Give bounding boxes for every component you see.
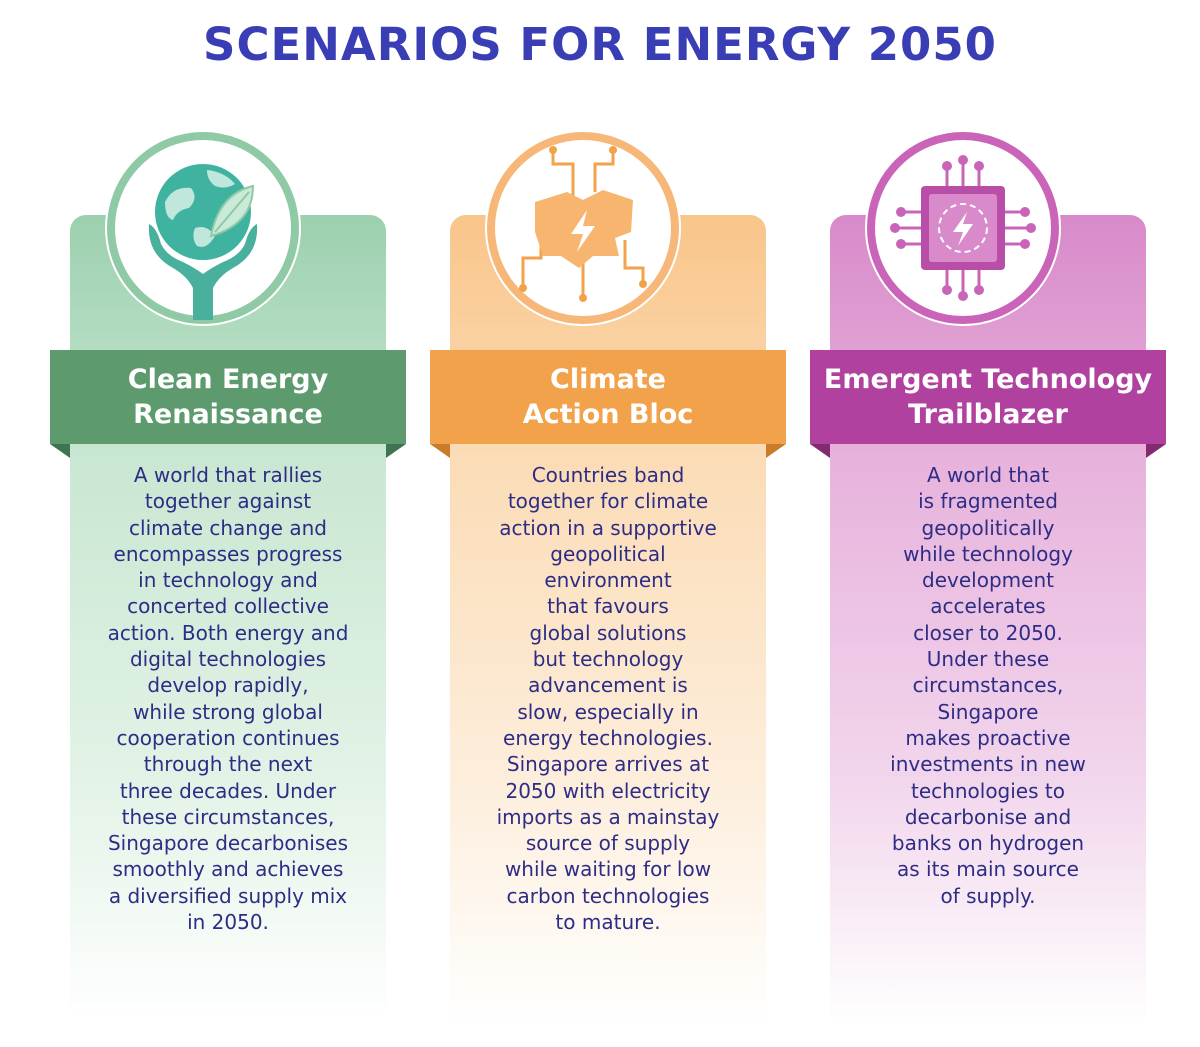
description-line: that favours [547,594,669,619]
description-line: A world that [926,463,1050,487]
description-line: Singapore decarbonises [107,831,349,856]
description-line: energy technologies. [503,725,713,750]
scenario-description: A world that rallies together against cl… [70,462,386,935]
description-line: these circumstances, [121,804,335,829]
scenario-title-line-1: Clean Energy [127,364,329,395]
description-line: circumstances, [912,673,1064,698]
description-line: makes proactive [905,725,1071,750]
scenario-title-line-2: Renaissance [133,399,323,430]
description-line: digital technologies [129,647,326,672]
scenario-title-banner: Clean Energy Renaissance [50,350,406,444]
description-line: decarbonise and [904,804,1072,829]
description-line: encompasses progress [113,541,343,566]
description-line: carbon technologies [506,883,710,908]
description-line: accelerates [930,594,1046,619]
scenario-title-line-1: Emergent Technology [823,364,1153,395]
description-line: Under these [926,647,1050,672]
banner-fold-left [810,444,830,458]
scenario-title-line-2: Action Bloc [522,399,694,430]
description-line: banks on hydrogen [891,831,1085,856]
banner-fold-right [766,444,786,458]
description-line: as its main source [897,857,1079,882]
page-title: SCENARIOS FOR ENERGY 2050 [203,18,997,71]
description-line: A world that rallies [133,463,323,487]
description-line: to mature. [555,910,661,935]
description-line: advancement is [528,673,688,698]
description-line: three decades. Under [119,778,337,803]
scenario-title-banner: Emergent Technology Trailblazer [810,350,1166,444]
description-line: closer to 2050. [913,620,1063,645]
description-line: in technology and [138,568,318,593]
description-line: smoothly and achieves [112,857,344,882]
scenario-card-emergent-technology-trailblazer: Emergent Technology Trailblazer A world … [810,0,1170,1047]
scenario-title-banner: Climate Action Bloc [430,350,786,444]
description-line: geopolitical [550,541,666,566]
description-line: while waiting for low [504,857,712,882]
description-line: develop rapidly, [147,673,309,698]
banner-fold-left [430,444,450,458]
description-line: in 2050. [187,910,269,935]
description-line: cooperation continues [116,725,340,750]
description-line: geopolitically [921,515,1055,540]
hands-holding-globe-icon [103,128,303,328]
scenario-title-line-2: Trailblazer [908,399,1068,430]
description-line: concerted collective [127,594,329,619]
connected-bloc-lightning-icon [483,128,683,328]
description-line: while strong global [133,699,323,724]
description-line: source of supply [525,831,691,856]
scenario-card-clean-energy-renaissance: Clean Energy Renaissance A world that ra… [50,0,410,1047]
description-line: is fragmented [918,489,1058,514]
description-line: climate change and [129,515,327,540]
scenario-description: Countries band together for climate acti… [450,462,766,935]
description-line: while technology [903,541,1073,566]
description-line: environment [544,568,672,593]
description-line: action in a supportive [499,515,717,540]
banner-fold-right [1146,444,1166,458]
description-line: through the next [143,752,313,777]
description-line: Singapore arrives at [506,752,710,777]
description-line: 2050 with electricity [505,778,711,803]
description-line: global solutions [529,620,687,645]
description-line: development [922,568,1054,593]
banner-fold-left [50,444,70,458]
description-line: investments in new [890,752,1086,777]
description-line: Singapore [937,699,1039,724]
description-line: but technology [532,647,684,672]
description-line: technologies to [911,778,1065,803]
description-line: together against [144,489,312,514]
description-line: Countries band [531,463,685,487]
description-line: slow, especially in [517,699,699,724]
description-line: together for climate [507,489,709,514]
description-line: of supply. [940,883,1036,908]
banner-fold-right [386,444,406,458]
scenario-description: A world that is fragmented geopoliticall… [830,462,1146,909]
scenario-card-climate-action-bloc: Climate Action Bloc Countries band toget… [430,0,790,1047]
description-line: action. Both energy and [107,620,349,645]
circuit-chip-lightning-icon [863,128,1063,328]
description-line: imports as a mainstay [496,804,720,829]
scenario-title-line-1: Climate [550,364,666,395]
description-line: a diversified supply mix [108,883,348,908]
